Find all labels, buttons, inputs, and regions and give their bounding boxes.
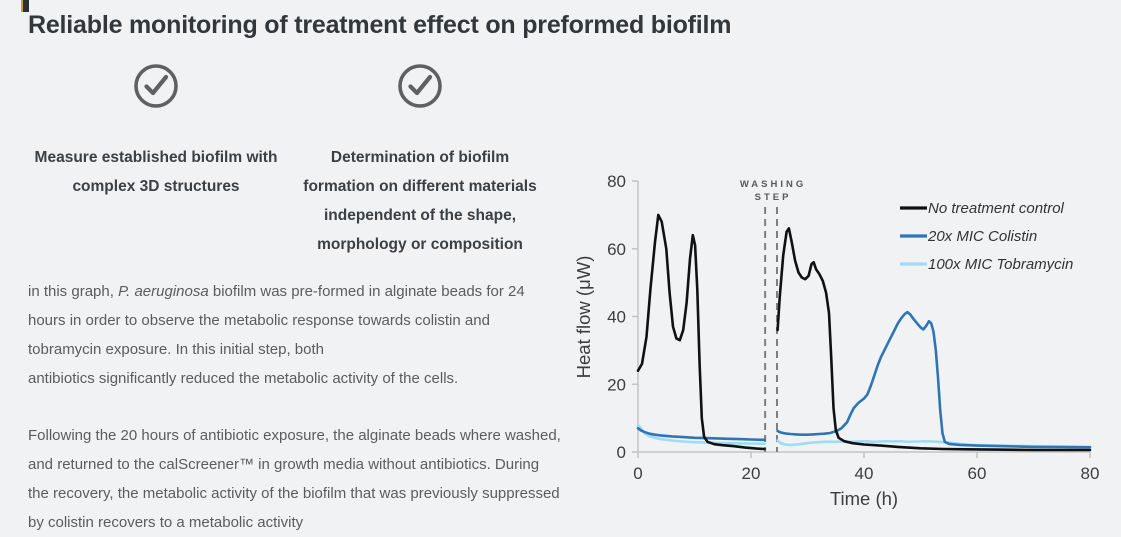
- series-no-treatment-control: [776, 227, 1092, 452]
- x-tick-label: 40: [855, 464, 874, 483]
- heat-flow-chart: 0 20 40 60 80 0 20 40 60 80 Heat flow (μW) Time (h)…: [573, 172, 1100, 509]
- series-20x-mic-colistin: [636, 426, 766, 442]
- legend-label: 20x MIC Colistin: [927, 228, 1037, 245]
- page-title: Reliable monitoring of treatment effect …: [28, 10, 732, 39]
- feature-label: Determination of biofilm formation on di…: [303, 149, 537, 253]
- washing-step-label: WASHING: [740, 179, 806, 190]
- x-axis-title: Time (h): [830, 488, 898, 509]
- body-paragraph-1: in this graph, P. aeruginosa biofilm was…: [28, 283, 525, 387]
- x-tick-label: 80: [1081, 464, 1100, 483]
- y-tick-label: 40: [607, 308, 626, 327]
- y-tick-label: 60: [607, 240, 626, 259]
- y-tick-label: 20: [607, 375, 626, 394]
- page: Reliable monitoring of treatment effect …: [21, 0, 1100, 531]
- check-circle-icon: [294, 62, 546, 110]
- washing-step-label: STEP: [755, 192, 792, 203]
- check-circle-icon: [30, 62, 282, 110]
- x-tick-label: 20: [742, 464, 761, 483]
- feature-item-established-biofilm: Measure established biofilm with complex…: [30, 62, 282, 201]
- legend-label: 100x MIC Tobramycin: [928, 256, 1073, 273]
- legend-label: No treatment control: [928, 200, 1065, 217]
- y-tick-label: 0: [617, 443, 626, 462]
- series-no-treatment-control: [636, 213, 766, 451]
- page-corner-artifact: [21, 0, 29, 12]
- y-tick-label: 80: [607, 172, 626, 191]
- feature-item-biofilm-formation: Determination of biofilm formation on di…: [294, 62, 546, 259]
- body-paragraph-2: Following the 20 hours of antibiotic exp…: [28, 427, 561, 531]
- series-20x-mic-colistin: [776, 310, 1092, 449]
- feature-label: Measure established biofilm with complex…: [34, 149, 278, 195]
- y-axis-title: Heat flow (μW): [573, 256, 594, 379]
- x-tick-label: 0: [633, 464, 642, 483]
- x-tick-label: 60: [968, 464, 987, 483]
